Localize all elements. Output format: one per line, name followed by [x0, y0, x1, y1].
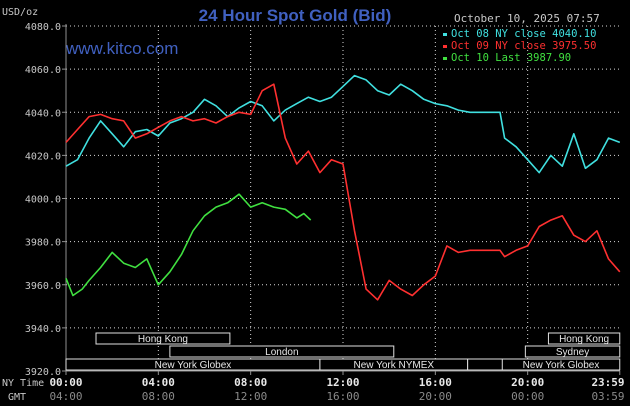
x-tick-label-ny: 16:00 — [419, 376, 452, 389]
y-tick-label: 3920.0 — [25, 367, 61, 378]
x-axis-row-label-gmt: GMT — [8, 392, 26, 403]
trading-sessions: Hong Kong London New York Globex New York N… — [65, 332, 621, 371]
session-box — [547, 332, 621, 345]
x-tick-label-gmt: 04:00 — [49, 390, 82, 403]
x-tick-label-ny: 23:59 — [591, 376, 624, 389]
x-tick-label-ny: 20:00 — [511, 376, 544, 389]
legend-swatch — [443, 45, 447, 48]
date-timestamp: October 10, 2025 07:57 — [454, 12, 600, 25]
session-label: London — [265, 347, 298, 358]
x-tick-label-ny: 08:00 — [234, 376, 267, 389]
x-tick-label-gmt: 12:00 — [234, 390, 267, 403]
price-series — [65, 74, 621, 301]
legend-entry: Oct 08 NY close 4040.10 — [451, 28, 596, 40]
x-tick-label-gmt: 00:00 — [511, 390, 544, 403]
session-label: Hong Kong — [138, 334, 188, 345]
series-line — [65, 193, 312, 297]
y-tick-label: 3940.0 — [25, 324, 61, 335]
y-axis: 3920.0 3940.0 3960.0 3980.0 4000.0 4020.0 4040… — [25, 22, 67, 378]
session-box — [524, 345, 621, 358]
session-label: Sydney — [556, 347, 589, 358]
x-tick-label-gmt: 20:00 — [419, 390, 452, 403]
session-label: New York NYMEX — [353, 360, 434, 371]
session-label: Hong Kong — [559, 334, 609, 345]
y-tick-label: 3960.0 — [25, 281, 61, 292]
y-tick-label: 4040.0 — [25, 108, 61, 119]
session-box — [169, 345, 395, 358]
x-tick-label-ny: 04:00 — [142, 376, 175, 389]
series-line — [65, 83, 621, 301]
x-tick-label-gmt: 16:00 — [326, 390, 359, 403]
unit-label: USD/oz — [2, 7, 38, 18]
y-tick-label: 4000.0 — [25, 195, 61, 206]
chart-title: 24 Hour Spot Gold (Bid) — [199, 6, 392, 25]
y-tick-label: 4060.0 — [25, 65, 61, 76]
session-box — [95, 332, 231, 345]
y-tick-label: 4080.0 — [25, 22, 61, 33]
session-label: New York Globex — [523, 360, 600, 371]
y-tick-label: 4020.0 — [25, 151, 61, 162]
legend-swatch — [443, 57, 447, 60]
legend-entry: Oct 10 Last 3987.90 — [451, 52, 571, 64]
session-label: New York Globex — [155, 360, 232, 371]
series-line — [65, 74, 621, 174]
session-box — [501, 358, 621, 371]
legend-swatch — [443, 33, 447, 36]
legend-entry: Oct 09 NY close 3975.50 — [451, 40, 596, 52]
x-tick-label-ny: 00:00 — [49, 376, 82, 389]
x-tick-label-gmt: 03:59 — [591, 390, 624, 403]
x-tick-label-ny: 12:00 — [326, 376, 359, 389]
y-tick-label: 3980.0 — [25, 238, 61, 249]
x-tick-label-gmt: 08:00 — [142, 390, 175, 403]
x-axis-row-label-ny: NY Time — [2, 378, 44, 389]
website-watermark: www.kitco.com — [65, 39, 178, 58]
